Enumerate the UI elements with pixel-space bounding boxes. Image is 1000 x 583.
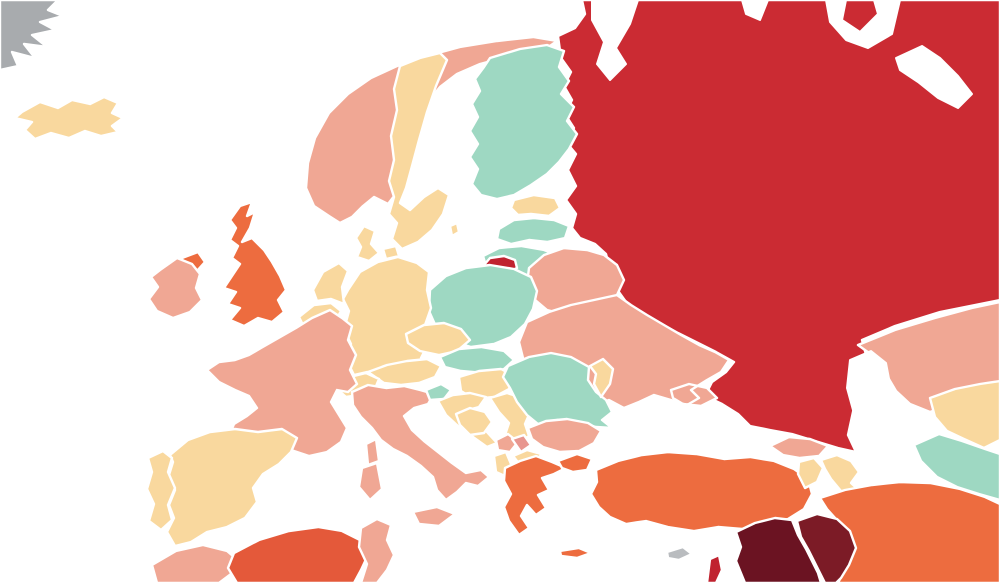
barents-notch bbox=[741, 0, 769, 21]
country-georgia bbox=[768, 435, 830, 460]
country-uzbekistan bbox=[928, 379, 1000, 450]
country-ireland bbox=[147, 256, 204, 320]
country-latvia bbox=[495, 216, 571, 246]
country-moldova bbox=[588, 357, 615, 399]
country-spain bbox=[165, 427, 299, 548]
country-portugal bbox=[145, 449, 177, 532]
caspian-sea bbox=[846, 350, 914, 487]
country-cyprus bbox=[665, 545, 694, 562]
country-iceland bbox=[13, 95, 125, 141]
country-iraq bbox=[795, 512, 858, 583]
country-tunisia bbox=[357, 517, 396, 583]
country-armenia bbox=[796, 456, 825, 490]
country-slovenia bbox=[424, 382, 453, 402]
country-bulgaria bbox=[526, 417, 603, 454]
country-lebanon bbox=[705, 553, 724, 583]
country-denmark bbox=[354, 224, 401, 263]
country-kosovo bbox=[510, 433, 533, 454]
country-algeria bbox=[226, 525, 370, 583]
country-bosnia bbox=[454, 406, 494, 437]
country-sweden bbox=[387, 51, 461, 251]
country-turkmenistan bbox=[912, 432, 1000, 502]
country-czechia bbox=[404, 321, 472, 357]
country-syria bbox=[734, 516, 823, 583]
country-greenland bbox=[0, 0, 65, 72]
country-finland bbox=[468, 43, 579, 201]
kara-sea bbox=[825, 0, 901, 49]
kara-strait bbox=[895, 45, 973, 109]
country-uk bbox=[180, 200, 288, 328]
country-morocco bbox=[150, 543, 242, 583]
country-austria bbox=[366, 357, 443, 387]
country-estonia bbox=[509, 193, 562, 218]
country-greece bbox=[502, 454, 593, 560]
white-sea bbox=[591, 0, 639, 81]
country-romania bbox=[501, 351, 614, 430]
country-netherlands bbox=[311, 261, 350, 306]
